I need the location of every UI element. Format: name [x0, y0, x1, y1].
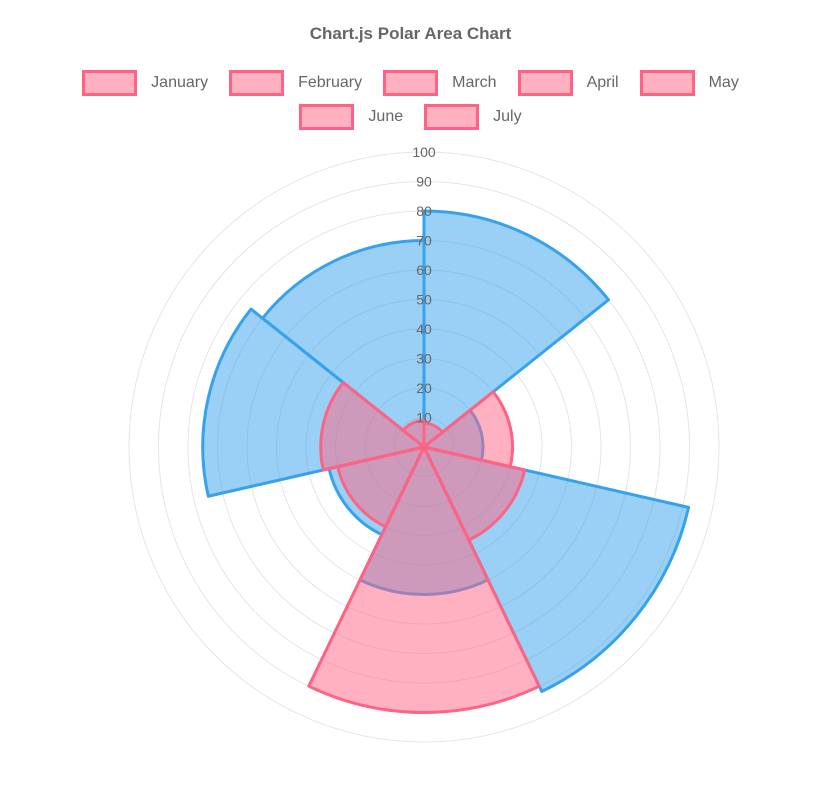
segment-june-pink[interactable] — [319, 381, 426, 472]
radial-tick-label-30: 30 — [416, 351, 432, 367]
radial-tick-label-20: 20 — [416, 380, 432, 396]
radial-tick-label-40: 40 — [416, 321, 432, 337]
segment-april-pink[interactable] — [307, 445, 541, 715]
legend-row: January February March April May — [0, 70, 821, 96]
segment-january-blue[interactable] — [422, 209, 611, 449]
legend-item-may[interactable]: May — [639, 70, 739, 96]
legend-label-march: March — [452, 74, 497, 91]
legend-row: June July — [0, 104, 821, 130]
legend-swatch-may — [639, 70, 695, 96]
radial-tick-label-80: 80 — [416, 203, 432, 219]
legend-item-march[interactable]: March — [383, 70, 497, 96]
chart-legend: January February March April May June July — [0, 70, 821, 138]
grid-circle-100 — [128, 151, 720, 743]
legend-label-july: July — [493, 108, 522, 125]
legend-swatch-january — [82, 70, 138, 96]
legend-label-april: April — [586, 74, 619, 91]
legend-swatch-june — [299, 104, 355, 130]
radial-tick-label-50: 50 — [416, 292, 432, 308]
legend-item-july[interactable]: July — [424, 104, 522, 130]
legend-swatch-march — [383, 70, 439, 96]
chart-title: Chart.js Polar Area Chart — [309, 24, 512, 43]
legend-label-may: May — [708, 74, 739, 91]
radial-tick-label-70: 70 — [416, 233, 432, 249]
legend-label-february: February — [298, 74, 363, 91]
radial-tick-label-100: 100 — [412, 144, 436, 160]
segment-february-pink[interactable] — [422, 390, 514, 469]
segment-july-blue[interactable] — [261, 239, 426, 449]
legend-item-june[interactable]: June — [299, 104, 403, 130]
legend-swatch-july — [424, 104, 480, 130]
radial-tick-labels: 10 20 30 40 50 60 70 80 90 100 — [412, 144, 436, 426]
radial-tick-label-90: 90 — [416, 174, 432, 190]
legend-swatch-february — [229, 70, 285, 96]
segment-march-pink[interactable] — [422, 445, 527, 542]
legend-item-february[interactable]: February — [229, 70, 362, 96]
legend-label-june: June — [368, 108, 404, 125]
legend-item-april[interactable]: April — [517, 70, 619, 96]
legend-swatch-april — [517, 70, 573, 96]
segment-july-pink[interactable] — [401, 418, 426, 449]
radial-tick-label-60: 60 — [416, 262, 432, 278]
radial-tick-label-10: 10 — [416, 410, 432, 426]
segment-may-pink[interactable] — [336, 445, 426, 529]
dataset-pink — [307, 381, 541, 715]
legend-item-january[interactable]: January — [82, 70, 208, 96]
legend-label-january: January — [151, 74, 209, 91]
